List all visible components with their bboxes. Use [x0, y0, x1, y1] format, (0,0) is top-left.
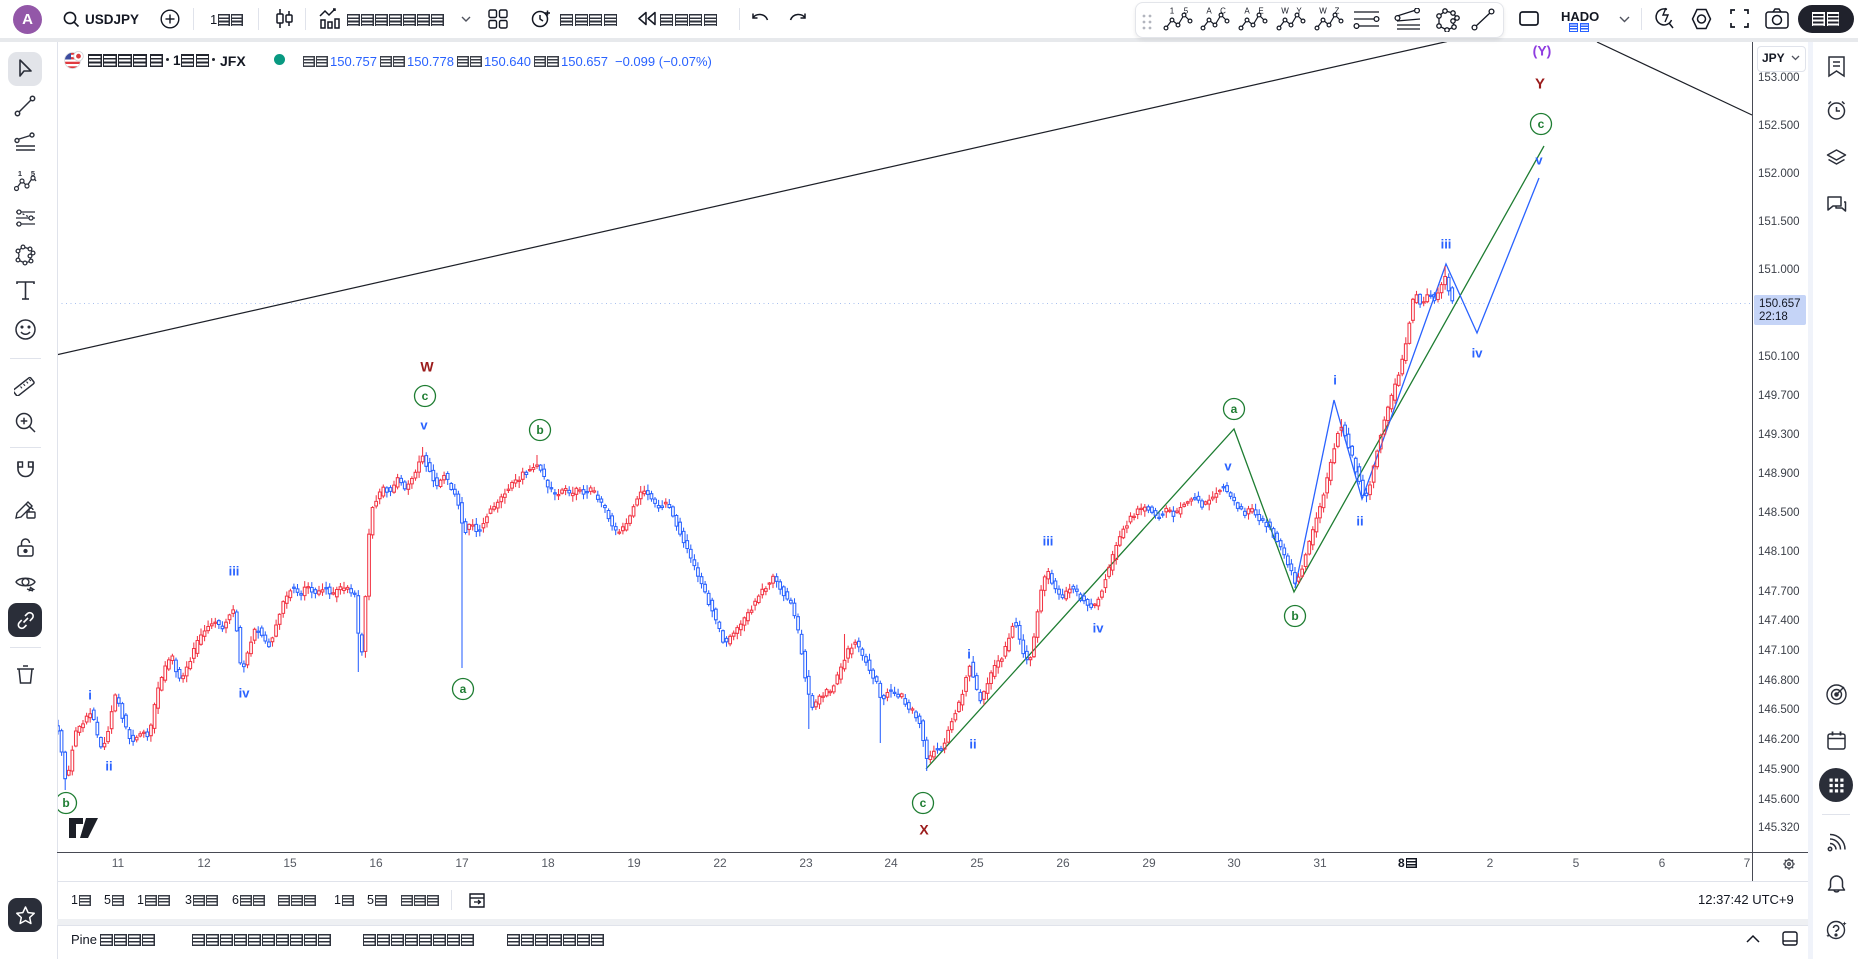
- svg-text:1: 1: [1170, 7, 1175, 16]
- svg-text:iv: iv: [1093, 621, 1105, 636]
- svg-text:A: A: [1244, 7, 1250, 16]
- svg-text:A: A: [1206, 7, 1212, 16]
- svg-text:i: i: [1333, 373, 1337, 388]
- svg-text:v: v: [1224, 459, 1232, 474]
- svg-text:1: 1: [18, 169, 22, 178]
- svg-text:v: v: [1535, 153, 1543, 168]
- svg-text:b: b: [1291, 609, 1298, 623]
- svg-text:ii: ii: [969, 737, 976, 752]
- svg-text:c: c: [1538, 117, 1545, 131]
- svg-text:a: a: [1231, 402, 1238, 416]
- svg-text:5: 5: [1184, 7, 1189, 16]
- svg-text:i: i: [967, 647, 971, 662]
- svg-text:Z: Z: [1335, 7, 1340, 16]
- svg-text:iii: iii: [1043, 534, 1054, 549]
- svg-text:W: W: [1319, 7, 1327, 16]
- svg-text:Y: Y: [1535, 76, 1545, 93]
- svg-text:iii: iii: [229, 564, 240, 579]
- svg-text:b: b: [536, 423, 543, 437]
- svg-text:b: b: [62, 796, 69, 810]
- svg-text:c: c: [422, 389, 429, 403]
- svg-text:iv: iv: [239, 686, 251, 701]
- svg-text:X: X: [919, 822, 929, 838]
- svg-text:c: c: [920, 796, 927, 810]
- svg-text:iii: iii: [1441, 237, 1452, 252]
- svg-text:iv: iv: [1472, 346, 1484, 361]
- svg-text:ii: ii: [105, 759, 112, 774]
- svg-text:E: E: [1258, 7, 1263, 16]
- svg-text:W: W: [1281, 7, 1289, 16]
- svg-text:Y: Y: [1296, 7, 1302, 16]
- svg-text:W: W: [420, 359, 434, 375]
- svg-text:C: C: [1220, 7, 1226, 16]
- svg-text:a: a: [460, 682, 467, 696]
- svg-text:5: 5: [31, 169, 35, 178]
- svg-text:(Y): (Y): [1533, 43, 1552, 59]
- svg-text:ii: ii: [1356, 514, 1363, 529]
- svg-text:i: i: [88, 688, 92, 703]
- svg-text:v: v: [420, 418, 428, 433]
